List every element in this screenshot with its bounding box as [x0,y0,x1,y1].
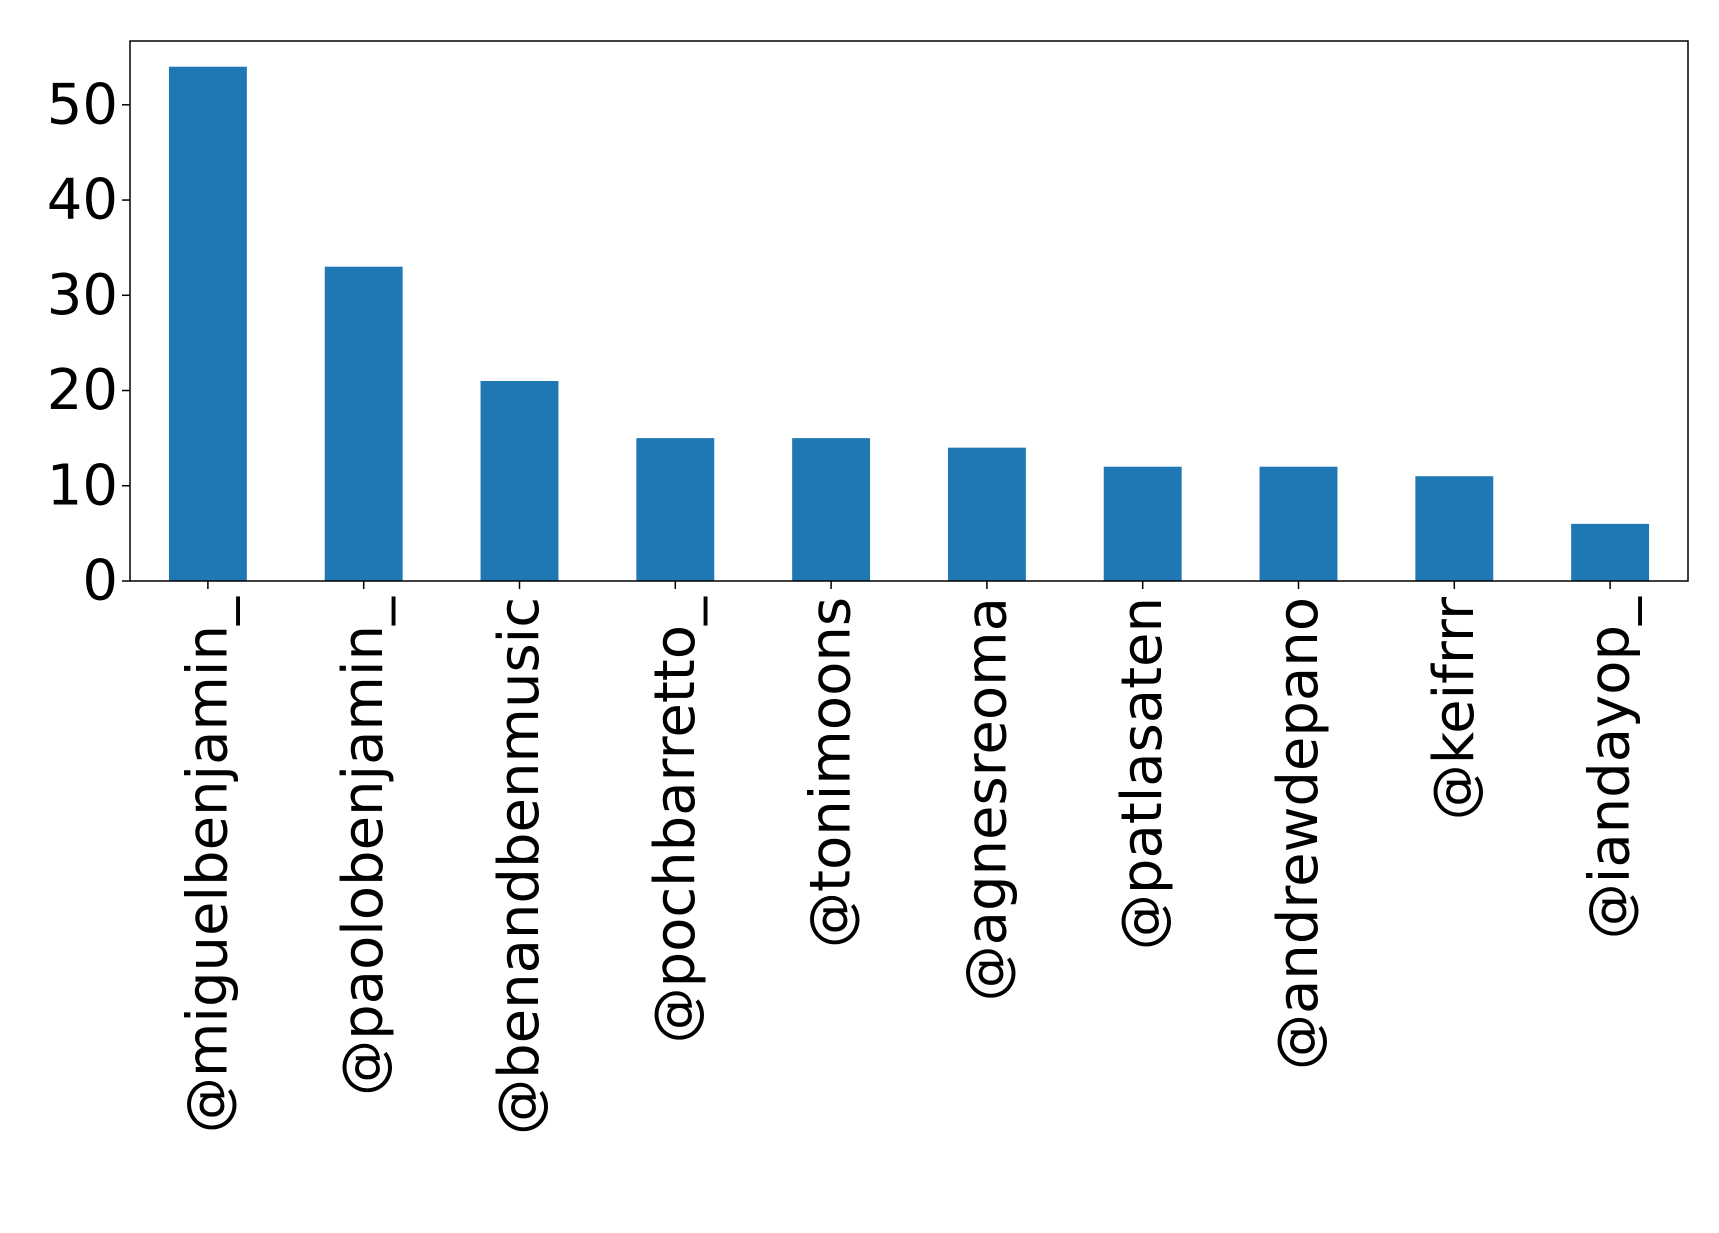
bar [1415,476,1494,581]
x-tick-label: @andrewdepano [1266,597,1331,1070]
plot-frame [129,40,1689,582]
y-tick-label: 10 [47,453,118,518]
y-tick-label: 30 [47,263,118,328]
x-tick-label: @paolobenjamin_ [331,596,396,1096]
bar [1571,523,1650,581]
bar [480,381,559,581]
x-tick-label: @pochbarretto_ [643,596,708,1043]
y-tick-label: 50 [47,72,118,137]
x-tick-label: @iandayop_ [1578,596,1643,939]
x-axis: @miguelbenjamin_ @paolobenjamin_ @benandbe… [175,581,1643,1135]
bar [1103,466,1182,581]
x-tick-label: @benandbenmusic [487,597,552,1135]
bars-layer [168,66,1650,581]
bar [636,438,715,581]
x-tick-label: @miguelbenjamin_ [175,596,240,1133]
y-tick-label: 0 [82,549,118,614]
bar [947,447,1026,581]
x-tick-label: @keifrrr [1422,596,1487,820]
x-tick-label: @tonimoons [799,597,864,948]
bar [168,66,247,581]
bar [1259,466,1338,581]
x-tick-label: @agnesreoma [954,597,1019,1001]
x-tick-label: @patlasaten [1110,597,1175,950]
y-tick-label: 20 [47,358,118,423]
bar [324,266,403,581]
y-axis: 0 10 20 30 40 50 [47,72,130,614]
bar [792,438,871,581]
y-tick-label: 40 [47,168,118,233]
